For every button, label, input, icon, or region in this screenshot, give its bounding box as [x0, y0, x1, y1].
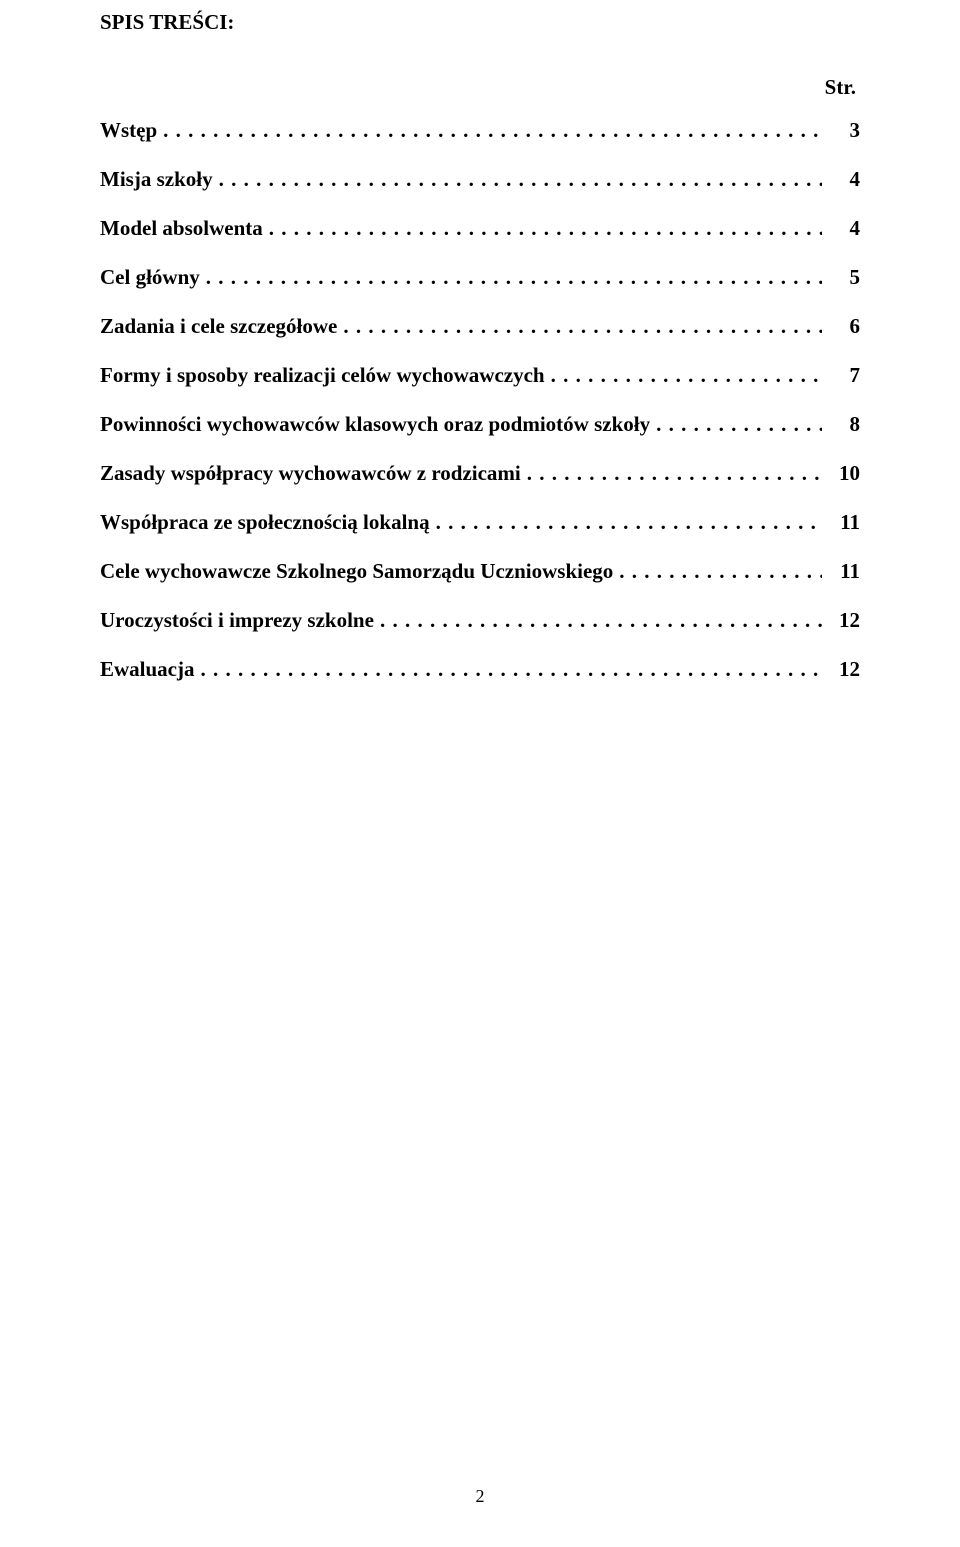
toc-entry: Wstęp. . . . . . . . . . . . . . . . . .… [100, 118, 860, 143]
toc-entry-label: Współpraca ze społecznością lokalną [100, 510, 436, 535]
toc-entry-label: Cel główny [100, 265, 206, 290]
page-content: SPIS TREŚCI: Str. Wstęp. . . . . . . . .… [0, 0, 960, 682]
toc-entry-page: 3 [822, 118, 860, 143]
toc-entry: Współpraca ze społecznością lokalną. . .… [100, 510, 860, 535]
toc-entry-page: 11 [822, 559, 860, 584]
toc-entry: Misja szkoły. . . . . . . . . . . . . . … [100, 167, 860, 192]
toc-entry-leader: . . . . . . . . . . . . . . . . . . . . … [551, 363, 822, 388]
toc-list: Wstęp. . . . . . . . . . . . . . . . . .… [100, 118, 860, 682]
toc-entry-page: 10 [822, 461, 860, 486]
toc-entry: Cel główny. . . . . . . . . . . . . . . … [100, 265, 860, 290]
page-column-header: Str. [100, 75, 860, 100]
toc-entry-label: Cele wychowawcze Szkolnego Samorządu Ucz… [100, 559, 619, 584]
toc-entry-label: Powinności wychowawców klasowych oraz po… [100, 412, 656, 437]
page-number: 2 [0, 1486, 960, 1507]
toc-entry: Zadania i cele szczegółowe. . . . . . . … [100, 314, 860, 339]
toc-entry-leader: . . . . . . . . . . . . . . . . . . . . … [269, 216, 822, 241]
toc-entry: Model absolwenta. . . . . . . . . . . . … [100, 216, 860, 241]
toc-entry-leader: . . . . . . . . . . . . . . . . . . . . … [219, 167, 822, 192]
toc-entry: Cele wychowawcze Szkolnego Samorządu Ucz… [100, 559, 860, 584]
toc-entry-label: Uroczystości i imprezy szkolne [100, 608, 380, 633]
toc-entry-label: Zadania i cele szczegółowe [100, 314, 343, 339]
toc-entry-page: 7 [822, 363, 860, 388]
toc-entry-page: 4 [822, 216, 860, 241]
toc-entry-page: 4 [822, 167, 860, 192]
toc-entry-leader: . . . . . . . . . . . . . . . . . . . . … [201, 657, 823, 682]
toc-entry-page: 5 [822, 265, 860, 290]
toc-entry-label: Model absolwenta [100, 216, 269, 241]
toc-entry-page: 11 [822, 510, 860, 535]
toc-entry-label: Zasady współpracy wychowawców z rodzicam… [100, 461, 527, 486]
toc-entry-page: 12 [822, 608, 860, 633]
toc-entry-leader: . . . . . . . . . . . . . . . . . . . . … [656, 412, 822, 437]
toc-entry: Powinności wychowawców klasowych oraz po… [100, 412, 860, 437]
toc-title: SPIS TREŚCI: [100, 10, 860, 35]
toc-entry: Uroczystości i imprezy szkolne. . . . . … [100, 608, 860, 633]
toc-entry: Ewaluacja. . . . . . . . . . . . . . . .… [100, 657, 860, 682]
toc-entry-leader: . . . . . . . . . . . . . . . . . . . . … [527, 461, 822, 486]
toc-entry-label: Misja szkoły [100, 167, 219, 192]
toc-entry-label: Formy i sposoby realizacji celów wychowa… [100, 363, 551, 388]
toc-entry-leader: . . . . . . . . . . . . . . . . . . . . … [206, 265, 822, 290]
toc-entry-leader: . . . . . . . . . . . . . . . . . . . . … [380, 608, 822, 633]
toc-entry-leader: . . . . . . . . . . . . . . . . . . . . … [436, 510, 822, 535]
toc-entry-page: 12 [822, 657, 860, 682]
toc-entry-leader: . . . . . . . . . . . . . . . . . . . . … [619, 559, 822, 584]
toc-entry: Zasady współpracy wychowawców z rodzicam… [100, 461, 860, 486]
toc-entry-leader: . . . . . . . . . . . . . . . . . . . . … [343, 314, 822, 339]
toc-entry-leader: . . . . . . . . . . . . . . . . . . . . … [163, 118, 822, 143]
toc-entry-page: 8 [822, 412, 860, 437]
toc-entry-label: Wstęp [100, 118, 163, 143]
toc-entry-label: Ewaluacja [100, 657, 201, 682]
toc-entry: Formy i sposoby realizacji celów wychowa… [100, 363, 860, 388]
toc-entry-page: 6 [822, 314, 860, 339]
